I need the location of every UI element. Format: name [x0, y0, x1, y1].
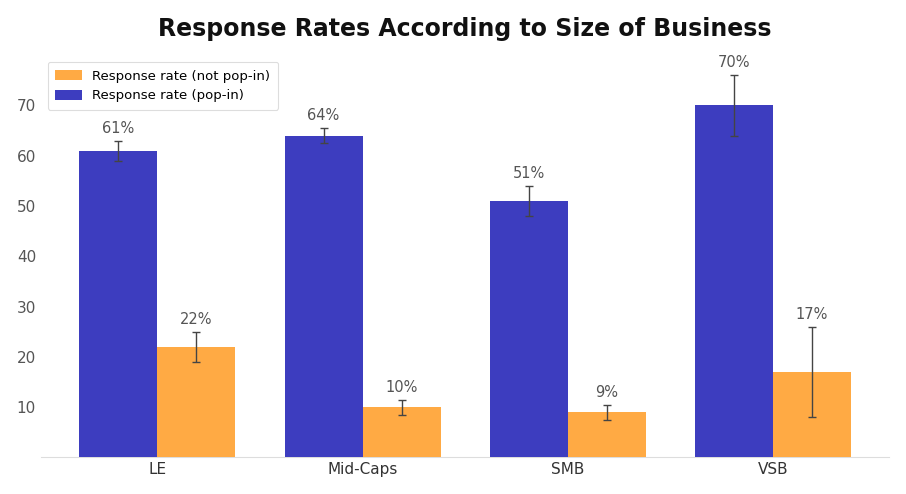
Text: 17%: 17% [795, 307, 828, 322]
Text: 51%: 51% [513, 166, 545, 181]
Text: 10%: 10% [385, 379, 418, 395]
Bar [695, 105, 773, 457]
Text: 61%: 61% [102, 121, 135, 135]
Bar [568, 412, 646, 457]
Text: 9%: 9% [595, 385, 618, 400]
Bar [362, 407, 440, 457]
Text: 70%: 70% [718, 55, 750, 70]
Title: Response Rates According to Size of Business: Response Rates According to Size of Busi… [159, 17, 772, 41]
Bar [80, 151, 158, 457]
Bar [773, 372, 851, 457]
Text: 22%: 22% [180, 312, 213, 327]
Bar [490, 201, 568, 457]
Text: 64%: 64% [307, 108, 340, 123]
Bar [158, 347, 236, 457]
Legend: Response rate (not pop-in), Response rate (pop-in): Response rate (not pop-in), Response rat… [47, 62, 278, 110]
Bar [284, 135, 362, 457]
